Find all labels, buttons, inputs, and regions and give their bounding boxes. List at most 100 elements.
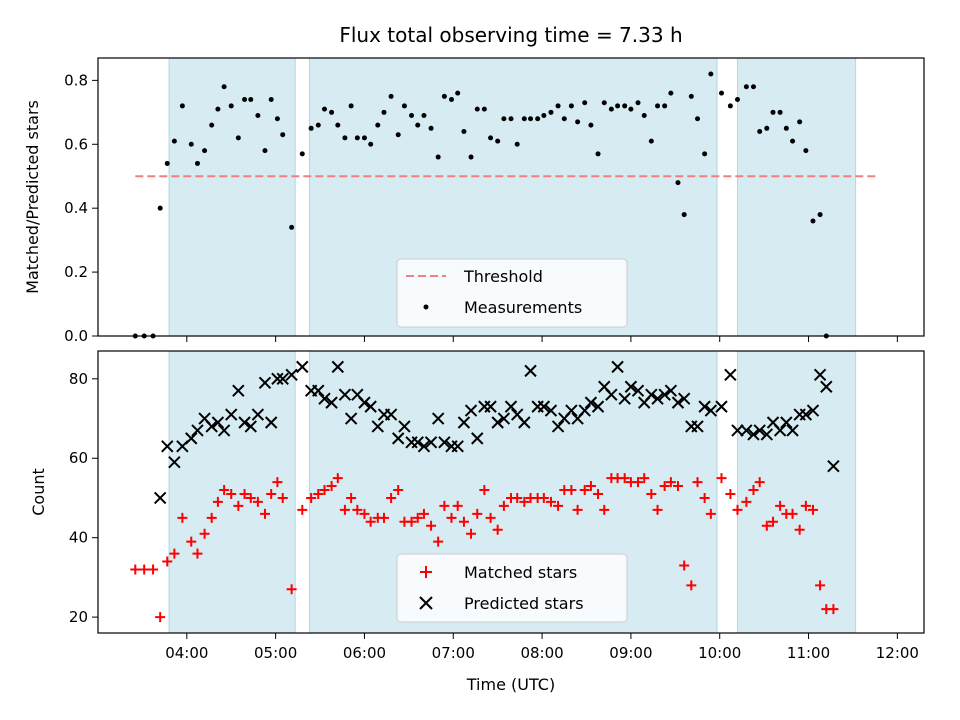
predicted-stars-point <box>731 424 744 437</box>
matched-stars-point <box>566 485 577 496</box>
matched-stars-point <box>679 560 690 571</box>
measurement-point <box>228 103 234 109</box>
matched-stars-point <box>169 548 180 559</box>
matched-stars-point <box>748 485 759 496</box>
measurement-point <box>202 148 208 154</box>
measurement-point <box>268 97 274 103</box>
matched-stars-point <box>498 500 509 511</box>
matched-stars-point <box>775 500 786 511</box>
matched-stars-point <box>545 496 556 507</box>
measurement-point <box>468 154 474 160</box>
legend-measurements-label: Measurements <box>464 298 582 317</box>
predicted-stars-point <box>504 400 518 413</box>
measurement-point <box>568 103 574 109</box>
ratio-panel: 0.00.20.40.60.8 Matched/Predicted stars … <box>23 57 925 345</box>
y-tick-label: 0.0 <box>64 327 88 345</box>
measurement-point <box>790 138 796 144</box>
predicted-stars-point <box>780 416 793 429</box>
measurement-point <box>248 97 254 103</box>
matched-stars-point <box>378 512 389 523</box>
measurement-point <box>280 132 286 138</box>
measurement-point <box>194 160 200 166</box>
predicted-stars-point <box>645 388 658 401</box>
predicted-stars-point <box>651 392 664 405</box>
matched-stars-point <box>716 473 727 484</box>
measurement-point <box>668 90 674 96</box>
measurement-point <box>655 103 661 109</box>
measurement-point <box>810 218 816 224</box>
predicted-stars-point <box>691 420 704 433</box>
count-y-ticks: 20 40 60 80 <box>69 370 98 626</box>
matched-stars-point <box>512 492 523 503</box>
predicted-stars-point <box>191 424 204 437</box>
predicted-stars-point <box>827 459 840 473</box>
predicted-stars-point <box>451 440 464 453</box>
ratio-y-ticks: 0.0 0.2 0.4 0.6 0.8 <box>64 71 98 345</box>
matched-stars-point <box>572 504 583 515</box>
predicted-stars-point <box>364 400 377 413</box>
matched-stars-point <box>692 477 703 488</box>
matched-stars-point <box>652 504 663 515</box>
predicted-stars-point <box>618 392 631 405</box>
observing-interval-3 <box>736 57 857 337</box>
observing-interval-3 <box>736 350 857 634</box>
matched-stars-point <box>412 512 423 523</box>
y-tick-label: 40 <box>69 529 88 547</box>
matched-stars-point <box>433 536 444 547</box>
predicted-stars-point <box>312 384 325 397</box>
measurement-point <box>770 109 776 115</box>
matched-stars-point <box>326 481 337 492</box>
predicted-stars-point <box>537 400 551 413</box>
matched-stars-point <box>741 496 752 507</box>
legend-threshold-label: Threshold <box>463 267 543 286</box>
measurement-point <box>695 116 701 122</box>
ratio-legend: Threshold Measurements <box>396 258 628 328</box>
matched-stars-point <box>418 508 429 519</box>
matched-stars-point <box>186 536 197 547</box>
measurement-point <box>595 151 601 157</box>
predicted-stars-point <box>325 396 338 409</box>
measurement-point <box>495 138 501 144</box>
measurement-point <box>718 90 724 96</box>
matched-stars-point <box>313 488 324 499</box>
matched-stars-point <box>359 508 370 519</box>
matched-stars-point <box>426 520 437 531</box>
matched-stars-point <box>252 496 263 507</box>
x-tick-label: 04:00 <box>165 644 208 662</box>
measurement-point <box>421 113 427 119</box>
predicted-stars-point <box>497 412 511 425</box>
measurement-point <box>648 138 654 144</box>
count-legend-box <box>396 553 628 623</box>
predicted-stars-point <box>524 364 537 378</box>
matched-stars-point <box>439 500 450 511</box>
predicted-stars-point <box>271 372 284 386</box>
measurement-point <box>242 97 248 103</box>
chart-title: Flux total observing time = 7.33 h <box>339 23 682 47</box>
predicted-stars-point <box>740 424 753 437</box>
measurement-point <box>628 106 634 112</box>
measurement-point <box>635 100 641 106</box>
matched-stars-point <box>485 512 496 523</box>
predicted-stars-point <box>624 380 638 393</box>
matched-stars-point <box>458 516 469 527</box>
measurement-point <box>388 93 394 99</box>
predicted-stars-points <box>153 360 840 505</box>
x-tick-label: 07:00 <box>432 644 475 662</box>
predicted-stars-point <box>813 368 827 382</box>
measurement-point <box>289 224 295 230</box>
matched-stars-point <box>828 604 839 615</box>
matched-stars-point <box>452 500 463 511</box>
predicted-stars-point <box>605 388 618 401</box>
matched-stars-point <box>206 512 217 523</box>
predicted-stars-point <box>658 388 671 401</box>
measurement-point <box>474 106 480 112</box>
measurement-point <box>171 138 177 144</box>
x-tick-label: 08:00 <box>520 644 563 662</box>
predicted-stars-point <box>698 400 711 413</box>
predicted-stars-point <box>471 432 484 445</box>
predicted-stars-point <box>384 408 398 421</box>
ratio-panel-frame <box>97 57 925 337</box>
measurement-point <box>308 125 314 131</box>
predicted-stars-point <box>715 400 728 413</box>
